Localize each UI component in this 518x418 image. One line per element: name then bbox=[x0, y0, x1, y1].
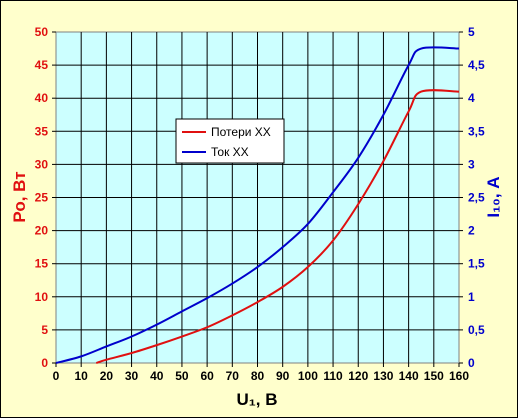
x-tick-label: 40 bbox=[150, 369, 164, 383]
y-right-tick-label: 5 bbox=[468, 25, 475, 39]
x-tick-label: 140 bbox=[399, 369, 419, 383]
y-left-tick-label: 50 bbox=[35, 25, 49, 39]
y-right-tick-label: 2,5 bbox=[468, 191, 485, 205]
y-right-tick-label: 2 bbox=[468, 224, 475, 238]
y-right-tick-label: 0,5 bbox=[468, 323, 485, 337]
y-right-tick-label: 1,5 bbox=[468, 257, 485, 271]
y-right-tick-label: 3 bbox=[468, 157, 475, 171]
x-tick-label: 100 bbox=[298, 369, 318, 383]
legend-label-losses: Потери ХХ bbox=[211, 125, 271, 139]
y-left-tick-label: 35 bbox=[35, 124, 49, 138]
y-left-tick-label: 15 bbox=[35, 257, 49, 271]
x-tick-label: 120 bbox=[348, 369, 368, 383]
x-tick-label: 130 bbox=[373, 369, 393, 383]
y-left-tick-label: 0 bbox=[41, 356, 48, 370]
x-tick-label: 110 bbox=[323, 369, 343, 383]
x-tick-label: 90 bbox=[276, 369, 290, 383]
x-tick-label: 160 bbox=[449, 369, 469, 383]
x-tick-label: 10 bbox=[75, 369, 89, 383]
series-line-losses bbox=[95, 89, 460, 364]
x-tick-label: 80 bbox=[251, 369, 265, 383]
y-right-tick-label: 0 bbox=[468, 356, 475, 370]
y-right-tick-label: 4,5 bbox=[468, 58, 485, 72]
y-right-axis-title: I₁₀, А bbox=[484, 176, 503, 217]
tick-labels: 0 10 20 30 40 50 60 70 80 90 100 110 120 130 140 150 160… bbox=[35, 25, 485, 383]
y-left-tick-label: 5 bbox=[41, 323, 48, 337]
series-line-current bbox=[55, 46, 460, 364]
y-left-tick-label: 40 bbox=[35, 91, 49, 105]
x-tick-label: 30 bbox=[125, 369, 139, 383]
y-left-tick-label: 20 bbox=[35, 224, 49, 238]
legend-label-current: Ток ХХ bbox=[211, 145, 249, 159]
x-tick-label: 150 bbox=[424, 369, 444, 383]
x-axis-title: U₁, В bbox=[236, 390, 277, 409]
y-left-axis-title: Ро, Вт bbox=[10, 171, 29, 222]
y-left-tick-label: 30 bbox=[35, 157, 49, 171]
x-tick-label: 0 bbox=[53, 369, 60, 383]
x-tick-label: 20 bbox=[100, 369, 114, 383]
x-tick-label: 50 bbox=[175, 369, 189, 383]
y-left-tick-label: 25 bbox=[35, 191, 49, 205]
legend: Потери ХХ Ток ХХ bbox=[175, 118, 285, 164]
y-left-tick-label: 10 bbox=[35, 290, 49, 304]
x-tick-label: 60 bbox=[200, 369, 214, 383]
y-right-tick-label: 1 bbox=[468, 290, 475, 304]
y-left-tick-label: 45 bbox=[35, 58, 49, 72]
legend-box bbox=[175, 118, 285, 164]
y-right-tick-label: 4 bbox=[468, 91, 475, 105]
series-layer bbox=[55, 46, 460, 364]
y-right-tick-label: 3,5 bbox=[468, 124, 485, 138]
x-tick-label: 70 bbox=[226, 369, 240, 383]
